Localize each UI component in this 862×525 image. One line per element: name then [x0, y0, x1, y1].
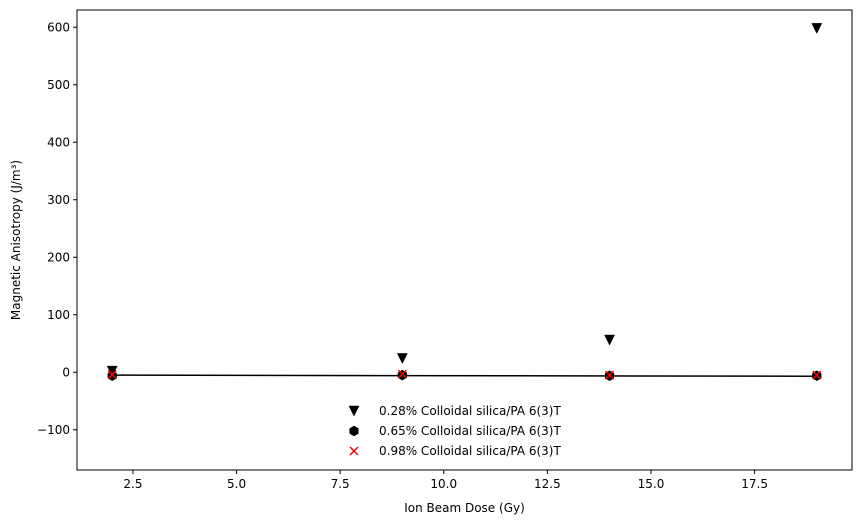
x-tick-label: 5.0 [227, 477, 246, 491]
x-tick-label: 2.5 [123, 477, 142, 491]
legend-label: 0.98% Colloidal silica/PA 6(3)T [379, 444, 561, 458]
data-point-series-1 [396, 353, 408, 365]
legend-marker-series-2 [349, 425, 359, 437]
fit-line-layer [112, 374, 817, 378]
x-tick-label: 15.0 [638, 477, 665, 491]
fit-line [112, 374, 817, 378]
y-tick-label: 500 [47, 78, 70, 92]
y-axis-label: Magnetic Anisotropy (J/m³) [9, 160, 23, 320]
y-axis: −100 0 100 200 300 400 500 600 [37, 20, 77, 437]
legend-label: 0.28% Colloidal silica/PA 6(3)T [379, 404, 561, 418]
data-point-series-3 [107, 370, 117, 380]
legend-marker-series-3 [349, 446, 359, 456]
data-point-series-1 [604, 334, 615, 346]
legend-label: 0.65% Colloidal silica/PA 6(3)T [379, 424, 561, 438]
data-point-series-3 [397, 369, 407, 379]
x-tick-label: 17.5 [741, 477, 768, 491]
legend: 0.28% Colloidal silica/PA 6(3)T 0.65% Col… [348, 404, 561, 458]
plot-area [76, 9, 853, 471]
data-points-layer [106, 23, 823, 381]
y-tick-label: −100 [37, 423, 70, 437]
y-tick-label: 300 [47, 193, 70, 207]
y-tick-label: 400 [47, 135, 70, 149]
data-point-series-1 [811, 23, 823, 34]
data-point-series-3 [812, 370, 822, 380]
y-tick-label: 0 [62, 365, 70, 379]
x-tick-label: 10.0 [430, 477, 457, 491]
legend-marker-series-1 [348, 405, 360, 417]
x-axis: 2.5 5.0 7.5 10.0 12.5 15.0 17.5 [123, 470, 768, 491]
data-point-series-3 [605, 370, 615, 380]
y-tick-label: 600 [47, 20, 70, 34]
x-tick-label: 12.5 [534, 477, 561, 491]
x-axis-label: Ion Beam Dose (Gy) [404, 501, 525, 515]
x-tick-label: 7.5 [331, 477, 350, 491]
y-tick-label: 200 [47, 250, 70, 264]
y-tick-label: 100 [47, 308, 70, 322]
